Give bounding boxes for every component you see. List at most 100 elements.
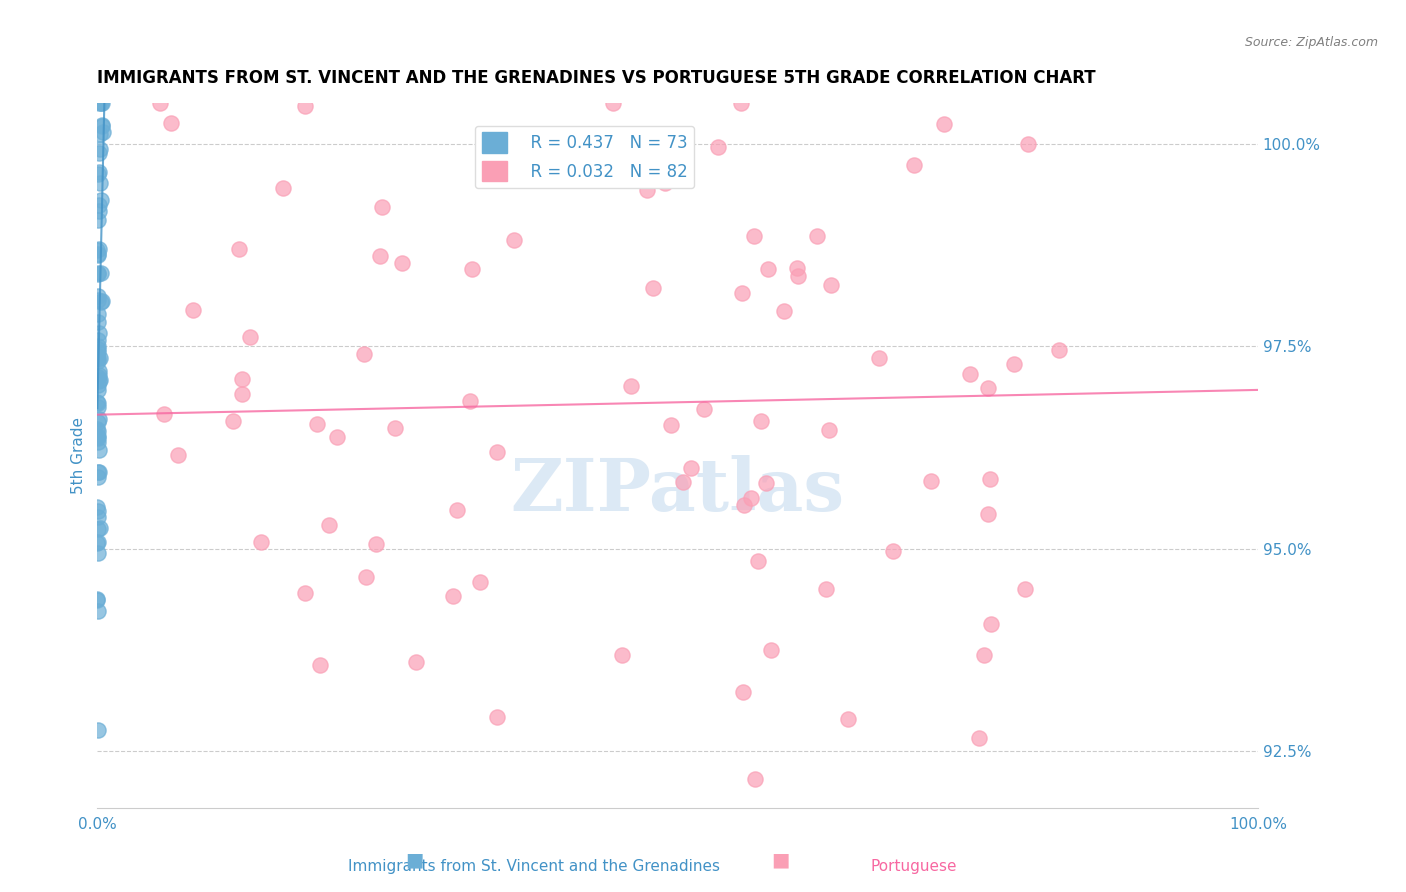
Point [979, 472, 1001, 486]
Point [87, 375, 110, 389]
Point [90, 266, 112, 280]
Point [89, 127, 111, 141]
Point [86, 351, 108, 365]
Point [468, 575, 491, 590]
Point [371, 200, 394, 214]
Point [973, 648, 995, 663]
Point [86, 536, 108, 550]
Point [87, 248, 110, 262]
Point [87, 412, 110, 426]
Point [167, 448, 190, 462]
Point [91, 118, 114, 132]
Point [239, 330, 262, 344]
Point [89, 204, 111, 219]
Point [86, 591, 108, 606]
Point [730, 96, 752, 111]
Point [325, 430, 347, 444]
Point [87, 267, 110, 281]
Point [271, 181, 294, 195]
Point [86, 395, 108, 409]
Point [749, 414, 772, 428]
Point [90, 193, 112, 207]
Point [744, 772, 766, 787]
Text: IMMIGRANTS FROM ST. VINCENT AND THE GRENADINES VS PORTUGUESE 5TH GRADE CORRELATI: IMMIGRANTS FROM ST. VINCENT AND THE GREN… [97, 69, 1095, 87]
Point [89, 176, 111, 190]
Point [87, 96, 110, 111]
Point [87, 442, 110, 457]
Point [806, 229, 828, 244]
Point [353, 347, 375, 361]
Point [384, 420, 406, 434]
Point [405, 655, 427, 669]
Point [308, 658, 330, 673]
Point [89, 373, 111, 387]
Point [90, 294, 112, 309]
Point [446, 502, 468, 516]
Text: ■: ■ [770, 851, 790, 870]
Point [903, 158, 925, 172]
Point [756, 261, 779, 276]
Point [249, 535, 271, 549]
Point [91, 119, 114, 133]
Point [86, 396, 108, 410]
Point [87, 342, 110, 356]
Point [461, 262, 484, 277]
Point [747, 554, 769, 568]
Point [641, 281, 664, 295]
Point [773, 304, 796, 318]
Legend:   R = 0.437   N = 73,   R = 0.032   N = 82: R = 0.437 N = 73, R = 0.032 N = 82 [475, 126, 695, 188]
Point [86, 415, 108, 429]
Point [868, 351, 890, 365]
Point [86, 424, 108, 438]
Point [786, 260, 808, 275]
Point [86, 500, 108, 515]
Point [89, 351, 111, 366]
Point [485, 445, 508, 459]
Point [672, 475, 695, 490]
Point [87, 307, 110, 321]
Point [654, 177, 676, 191]
Text: Immigrants from St. Vincent and the Grenadines: Immigrants from St. Vincent and the Gren… [349, 859, 720, 874]
Point [959, 367, 981, 381]
Point [364, 537, 387, 551]
Point [87, 247, 110, 261]
Point [733, 498, 755, 512]
Point [977, 381, 1000, 395]
Point [87, 293, 110, 307]
Point [967, 731, 990, 745]
Point [90, 96, 112, 111]
Point [761, 643, 783, 657]
Point [693, 401, 716, 416]
Point [977, 508, 1000, 522]
Point [86, 350, 108, 364]
Point [90, 96, 112, 111]
Point [602, 96, 624, 111]
Point [509, 128, 531, 143]
Text: ■: ■ [405, 851, 425, 870]
Point [89, 326, 111, 340]
Point [610, 648, 633, 662]
Point [89, 521, 111, 535]
Point [1017, 136, 1039, 151]
Point [87, 315, 110, 329]
Point [932, 117, 955, 131]
Point [87, 339, 110, 353]
Point [920, 475, 942, 489]
Point [87, 723, 110, 738]
Point [86, 522, 108, 536]
Text: Portuguese: Portuguese [870, 859, 957, 874]
Point [441, 589, 464, 603]
Point [980, 617, 1002, 632]
Point [659, 417, 682, 432]
Point [89, 142, 111, 156]
Point [86, 465, 108, 479]
Point [87, 370, 110, 384]
Point [485, 710, 508, 724]
Point [87, 383, 110, 397]
Point [458, 393, 481, 408]
Point [222, 414, 245, 428]
Point [87, 465, 110, 479]
Point [1014, 582, 1036, 596]
Point [86, 510, 108, 524]
Point [820, 277, 842, 292]
